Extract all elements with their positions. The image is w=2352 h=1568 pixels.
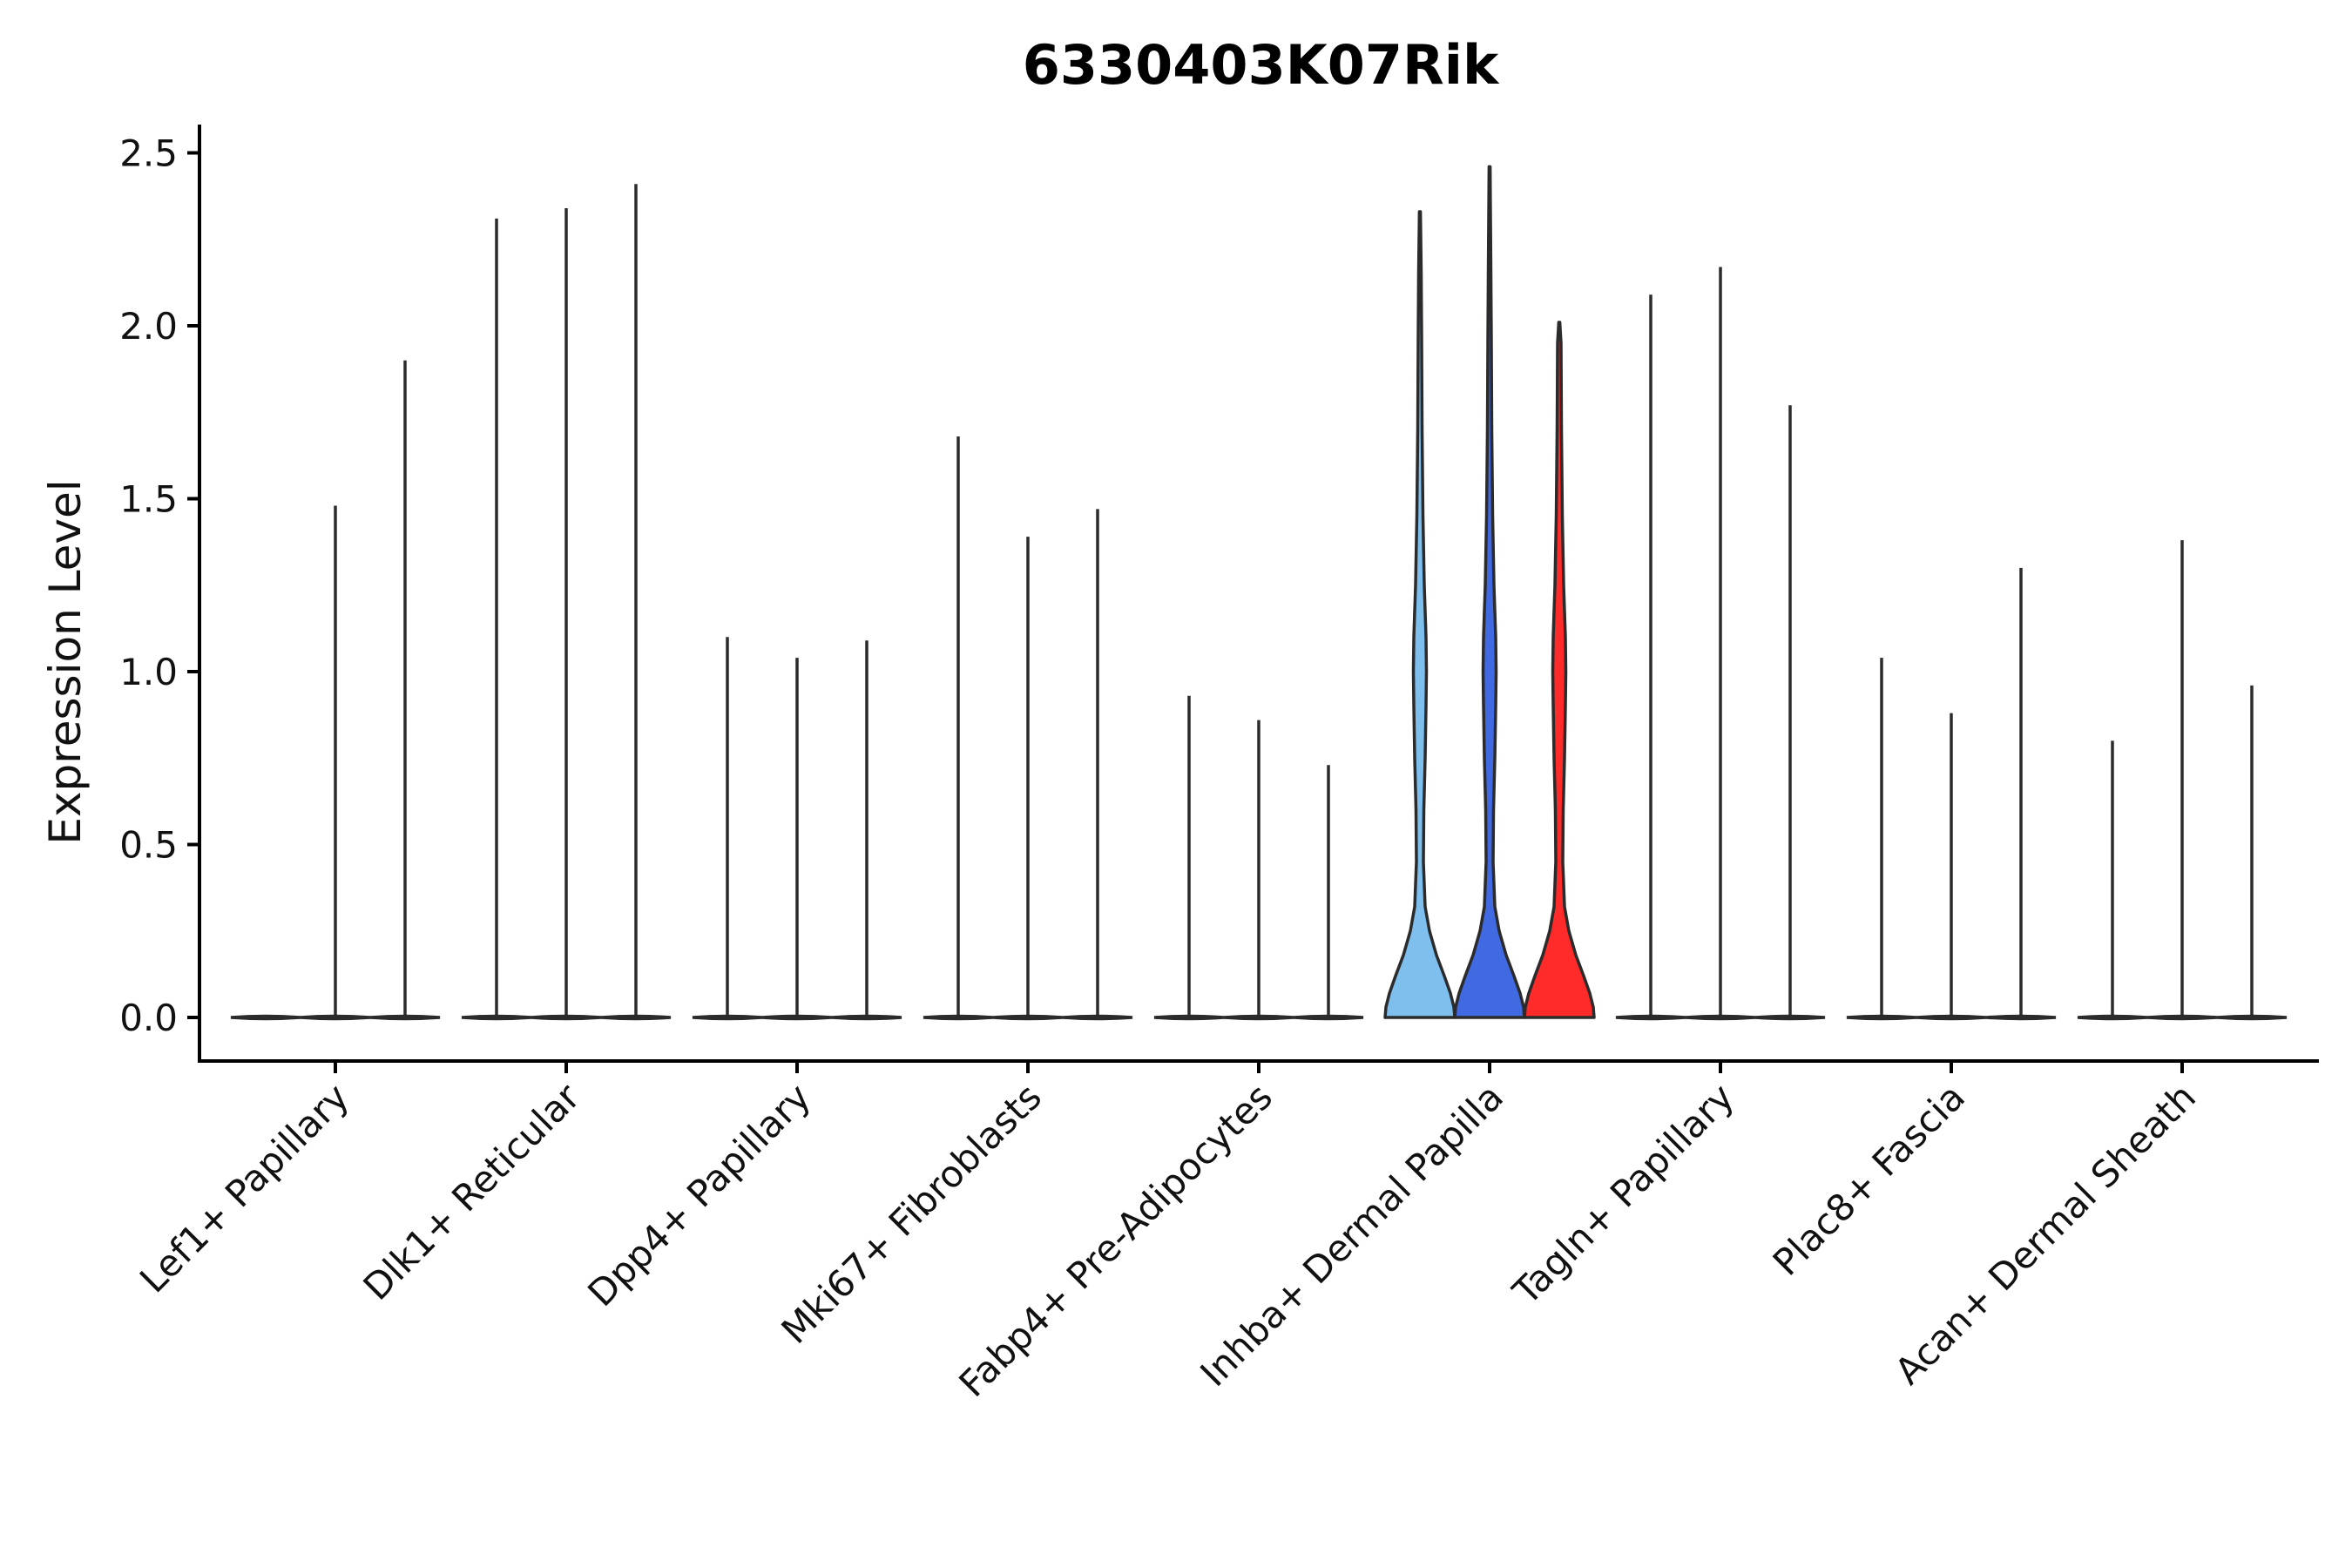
violin-shape <box>1523 321 1596 1019</box>
y-tick-label: 0.5 <box>119 824 178 867</box>
x-tick-label: Tagln+ Papillary <box>1504 1075 1742 1313</box>
violin-group <box>1615 267 1826 1021</box>
y-tick-label: 1.0 <box>119 651 178 693</box>
violin-shape <box>1453 165 1526 1019</box>
y-tick-label: 2.0 <box>119 305 178 348</box>
x-tick-label: Plac8+ Fascia <box>1765 1075 1973 1283</box>
violin-group <box>461 184 672 1021</box>
violin-group <box>1153 695 1364 1021</box>
violin-group <box>1846 567 2057 1021</box>
violin-group <box>692 637 902 1021</box>
y-axis-ticks: 0.0 0.5 1.0 1.5 2.0 2.5 <box>119 132 199 1039</box>
chart-title: 6330403K07Rik <box>1023 33 1500 97</box>
x-tick-label: Lef1+ Papillary <box>132 1075 357 1301</box>
violin-shape <box>230 1014 301 1021</box>
violin-group <box>923 436 1133 1021</box>
violin-group <box>1383 165 1596 1019</box>
plot-area <box>230 165 2288 1021</box>
y-tick-label: 2.5 <box>119 132 178 175</box>
x-tick-label: Mki67+ Fibroblasts <box>774 1075 1050 1351</box>
y-axis-label: Expression Level <box>40 479 91 844</box>
y-tick-label: 0.0 <box>119 997 178 1039</box>
y-tick-label: 1.5 <box>119 478 178 521</box>
violin-group <box>230 360 441 1021</box>
x-tick-label: Dlk1+ Reticular <box>355 1075 589 1308</box>
violin-shape <box>1383 210 1456 1019</box>
x-tick-label: Dpp4+ Papillary <box>579 1075 819 1315</box>
violin-group <box>2077 540 2288 1021</box>
